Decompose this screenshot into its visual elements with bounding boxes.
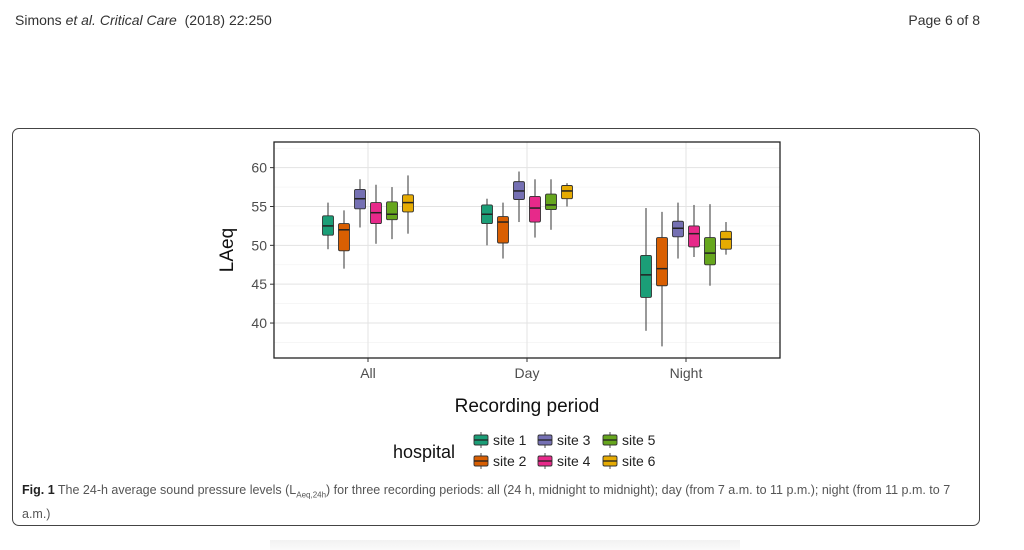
box-site-6	[720, 230, 732, 250]
box-site-2	[656, 237, 668, 287]
y-tick-label: 55	[251, 198, 267, 214]
boxplot-chart: 40 45 50 55 60 All Day Night Recording period LAe…	[217, 141, 781, 469]
caption-label: Fig. 1	[22, 483, 55, 497]
box-site-5	[704, 237, 716, 266]
x-tick-label: All	[360, 365, 376, 381]
caption-text-after: ) for three recording periods: all (24 h…	[22, 483, 951, 521]
y-tick-label: 45	[251, 276, 267, 292]
y-tick-label: 50	[251, 237, 267, 253]
x-tick-label: Night	[670, 365, 703, 381]
legend-label: site 1	[493, 432, 527, 448]
y-axis-title: LAeq	[217, 228, 238, 272]
running-header: Simons et al. Critical Care (2018) 22:25…	[15, 12, 272, 28]
header-citation: (2018) 22:250	[184, 12, 272, 28]
legend-label: site 6	[622, 453, 656, 469]
legend-label: site 4	[557, 453, 591, 469]
figure-frame	[12, 128, 980, 526]
box-site-4	[529, 195, 541, 223]
header-etal: et al.	[65, 12, 96, 28]
box-site-5	[386, 201, 398, 221]
caption-text-before: The 24-h average sound pressure levels (…	[54, 483, 297, 497]
box-site-5	[545, 193, 557, 211]
caption-subscript: Aeq,24h	[296, 490, 327, 500]
x-tick-label: Day	[515, 365, 540, 381]
y-tick-label: 40	[251, 315, 267, 331]
box-site-3	[672, 220, 684, 238]
figure-caption: Fig. 1 The 24-h average sound pressure l…	[22, 481, 972, 524]
y-tick-label: 60	[251, 160, 267, 176]
header-journal: Critical Care	[99, 12, 177, 28]
box-site-2	[497, 216, 509, 244]
legend-label: site 2	[493, 453, 527, 469]
box-site-1	[640, 254, 652, 298]
header-authors: Simons	[15, 12, 62, 28]
page-number: Page 6 of 8	[908, 12, 980, 28]
legend-label: site 3	[557, 432, 591, 448]
box-site-4	[688, 225, 700, 248]
next-page-edge	[270, 540, 740, 550]
x-axis-title: Recording period	[455, 396, 600, 417]
legend-title: hospital	[393, 442, 455, 462]
box-site-2	[338, 223, 350, 252]
box-site-6	[561, 185, 573, 200]
legend-label: site 5	[622, 432, 656, 448]
box-site-6	[402, 194, 414, 213]
